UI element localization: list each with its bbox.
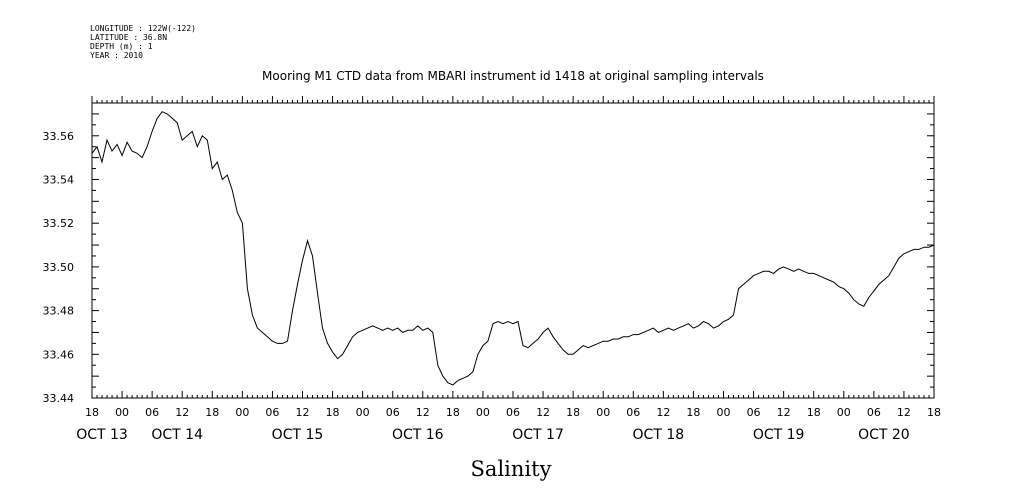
- x-date-label: OCT 19: [753, 427, 805, 443]
- x-date-label: OCT 15: [272, 427, 324, 443]
- x-tick-label: 00: [717, 406, 731, 419]
- metadata-block: LONGITUDE : 122W(-122)LATITUDE : 36.8NDE…: [90, 24, 196, 60]
- x-axis-label: Salinity: [471, 457, 552, 481]
- x-date-label: OCT 16: [392, 427, 444, 443]
- x-tick-label: 18: [807, 406, 821, 419]
- x-tick-label: 12: [536, 406, 550, 419]
- y-tick-label: 33.50: [43, 261, 75, 274]
- x-tick-label: 00: [235, 406, 249, 419]
- x-tick-label: 06: [145, 406, 159, 419]
- metadata-line: DEPTH (m) : 1: [90, 42, 153, 51]
- x-date-label: OCT 13: [76, 427, 128, 443]
- x-tick-label: 06: [265, 406, 279, 419]
- metadata-line: LONGITUDE : 122W(-122): [90, 24, 196, 33]
- y-tick-label: 33.44: [43, 392, 75, 405]
- x-tick-label: 18: [85, 406, 99, 419]
- y-tick-label: 33.54: [43, 173, 75, 186]
- x-tick-label: 18: [927, 406, 941, 419]
- x-tick-label: 12: [296, 406, 310, 419]
- y-tick-labels: 33.44 33.46 33.48 33.50 33.52 33.54 33.56: [43, 130, 75, 405]
- salinity-series-line: [91, 111, 935, 386]
- plot-frame: [91, 102, 935, 399]
- x-tick-label: 06: [747, 406, 761, 419]
- x-tick-label: 18: [326, 406, 340, 419]
- x-tick-label: 18: [566, 406, 580, 419]
- x-tick-label: 06: [867, 406, 881, 419]
- y-tick-label: 33.48: [43, 305, 75, 318]
- x-tick-label: 06: [626, 406, 640, 419]
- y-tick-label: 33.46: [43, 348, 75, 361]
- x-tick-label: 00: [476, 406, 490, 419]
- x-tick-label: 00: [115, 406, 129, 419]
- x-date-label: OCT 14: [151, 427, 203, 443]
- axis-ticks: [91, 96, 935, 399]
- x-tick-label: 06: [386, 406, 400, 419]
- y-tick-label: 33.52: [43, 217, 75, 230]
- x-date-label: OCT 20: [858, 427, 910, 443]
- x-tick-label: 00: [356, 406, 370, 419]
- x-tick-label: 18: [686, 406, 700, 419]
- x-date-label: OCT 17: [512, 427, 564, 443]
- x-tick-label: 18: [205, 406, 219, 419]
- x-tick-label: 12: [777, 406, 791, 419]
- x-tick-labels: 18 00 06 12 18 00 06 12 18 00 06 12 18 00 06 12 18 00 06 12…: [85, 406, 941, 419]
- metadata-line: LATITUDE : 36.8N: [90, 33, 167, 42]
- x-tick-label: 12: [897, 406, 911, 419]
- x-date-labels: OCT 13 OCT 14 OCT 15 OCT 16 OCT 17 OCT 18 OCT …: [76, 427, 909, 443]
- x-tick-label: 06: [506, 406, 520, 419]
- metadata-line: YEAR : 2010: [90, 51, 143, 60]
- chart-title: Mooring M1 CTD data from MBARI instrumen…: [262, 69, 764, 83]
- x-tick-label: 12: [416, 406, 430, 419]
- x-tick-label: 00: [596, 406, 610, 419]
- plot-frame-rect: [91, 102, 935, 399]
- x-date-label: OCT 18: [633, 427, 685, 443]
- x-tick-label: 12: [656, 406, 670, 419]
- x-tick-label: 18: [446, 406, 460, 419]
- x-tick-label: 12: [175, 406, 189, 419]
- y-tick-label: 33.56: [43, 130, 75, 143]
- x-tick-label: 00: [837, 406, 851, 419]
